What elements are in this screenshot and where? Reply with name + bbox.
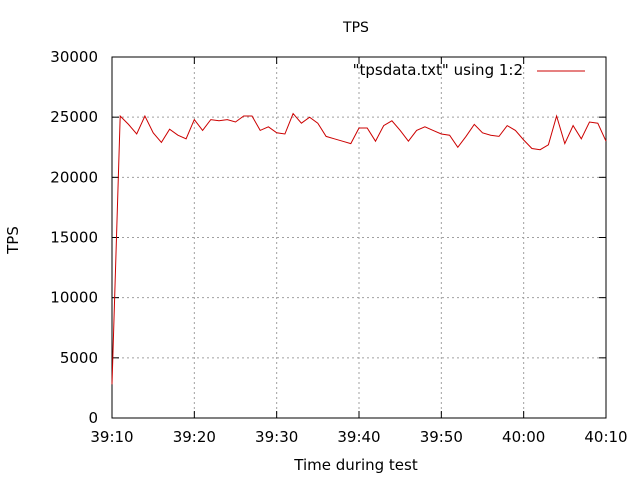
x-tick-label: 39:30: [255, 428, 298, 446]
y-tick-label: 30000: [50, 48, 98, 66]
legend: "tpsdata.txt" using 1:2: [353, 61, 585, 79]
x-tick-label: 39:20: [173, 428, 216, 446]
chart-title: TPS: [342, 20, 369, 36]
y-tick-label: 25000: [50, 108, 98, 126]
y-tick-label: 15000: [50, 229, 98, 247]
x-axis-title: Time during test: [293, 456, 418, 474]
y-tick-label: 0: [88, 409, 98, 427]
x-tick-label: 39:40: [337, 428, 380, 446]
y-tick-label: 20000: [50, 168, 98, 186]
x-tick-label: 40:00: [502, 428, 545, 446]
x-tick-label: 39:10: [90, 428, 133, 446]
legend-label: "tpsdata.txt" using 1:2: [353, 61, 523, 79]
axis-ticks: [111, 56, 607, 419]
x-tick-label: 39:50: [420, 428, 463, 446]
y-tick-label: 10000: [50, 289, 98, 307]
series-group: [111, 112, 607, 385]
series-line: [111, 112, 607, 385]
x-tick-label: 40:10: [584, 428, 627, 446]
grid: [112, 57, 606, 418]
y-tick-label: 5000: [60, 349, 98, 367]
tick-labels: 0 5000 10000 15000 20000 25000 30000 39:10 39:20…: [50, 48, 627, 446]
y-axis-title: TPS: [4, 226, 22, 255]
